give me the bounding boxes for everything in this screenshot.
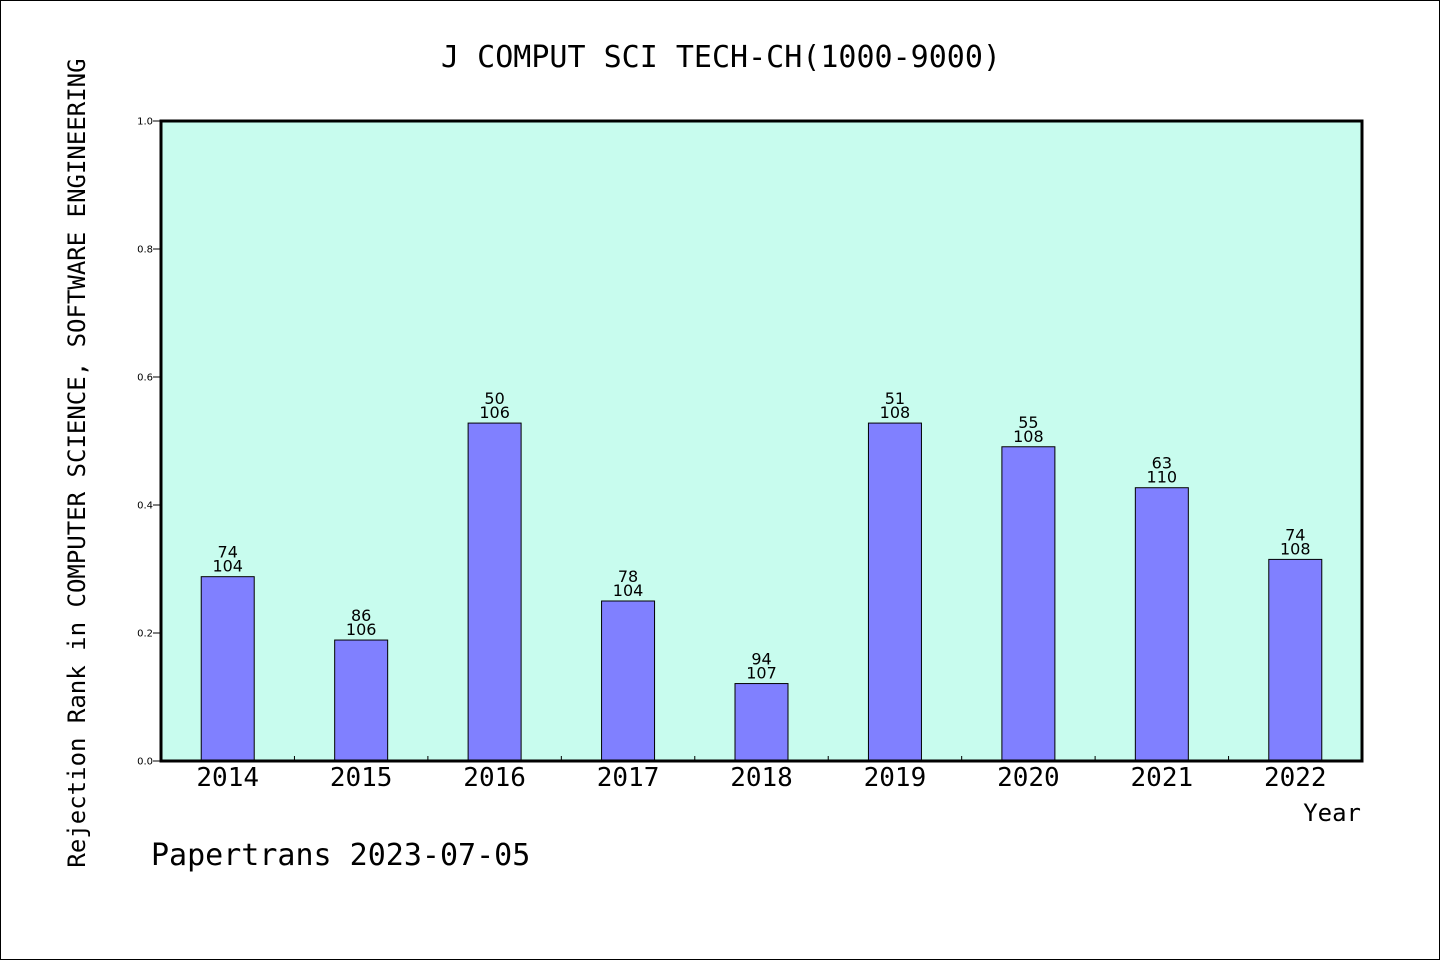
- bar-label-bottom: 108: [1013, 427, 1044, 446]
- bar-label-bottom: 106: [346, 620, 377, 639]
- x-tick-label: 2014: [196, 763, 259, 793]
- bar-label-top: 74: [218, 543, 238, 562]
- bar: [200, 576, 255, 762]
- bar: [601, 600, 656, 762]
- bar-label-bottom: 108: [880, 403, 911, 422]
- footer-text: Papertrans 2023-07-05: [151, 838, 530, 873]
- chart-title: J COMPUT SCI TECH-CH(1000-9000): [441, 40, 1001, 75]
- bar-label-top: 94: [751, 650, 771, 669]
- x-tick-label: 2015: [330, 763, 393, 793]
- bar-label-bottom: 107: [746, 664, 777, 683]
- bar-label-top: 50: [484, 389, 504, 408]
- y-tick-label: 0.6: [137, 373, 153, 384]
- bar-label-top: 51: [885, 389, 905, 408]
- bar: [867, 422, 922, 762]
- bar-label-bottom: 106: [479, 403, 510, 422]
- bar-label-top: 74: [1285, 525, 1305, 544]
- bar-label-top: 63: [1152, 454, 1172, 473]
- bar-label-bottom: 108: [1280, 539, 1311, 558]
- bar: [334, 639, 389, 762]
- x-tick-label: 2021: [1131, 763, 1194, 793]
- bar-label-top: 86: [351, 606, 371, 625]
- bar: [1134, 487, 1189, 762]
- bar-label-bottom: 110: [1147, 468, 1178, 487]
- y-ticks-group: 0.0 0.2 0.4 0.6 0.8 1.0: [137, 117, 161, 768]
- x-tick-label: 2017: [597, 763, 660, 793]
- y-tick-label: 0.4: [137, 501, 153, 512]
- y-tick-label: 1.0: [137, 117, 153, 128]
- x-axis-label: Year: [1303, 799, 1361, 827]
- bar: [1268, 558, 1323, 762]
- x-tick-label: 2020: [997, 763, 1060, 793]
- y-tick-label: 0.0: [137, 757, 153, 768]
- x-ticks-group: 2014 2015 2016 2017 2018 2019 2020 2021 2022: [196, 756, 1327, 793]
- x-tick-label: 2019: [864, 763, 927, 793]
- bar: [467, 422, 522, 762]
- x-tick-label: 2018: [730, 763, 793, 793]
- plot-border: [159, 119, 1364, 763]
- y-tick-label: 0.2: [137, 629, 153, 640]
- y-axis-label: Rejection Rank in COMPUTER SCIENCE, SOFT…: [63, 58, 91, 867]
- bar: [1001, 446, 1056, 762]
- bar-label-bottom: 104: [212, 557, 243, 576]
- y-tick-label: 0.8: [137, 245, 153, 256]
- bar: [734, 683, 789, 762]
- bars-group: 7410486106501067810494107511085510863110…: [200, 389, 1323, 762]
- x-tick-label: 2022: [1264, 763, 1327, 793]
- bar-label-bottom: 104: [613, 581, 644, 600]
- bar-label-top: 55: [1018, 413, 1038, 432]
- bar-label-top: 78: [618, 567, 638, 586]
- x-tick-label: 2016: [463, 763, 526, 793]
